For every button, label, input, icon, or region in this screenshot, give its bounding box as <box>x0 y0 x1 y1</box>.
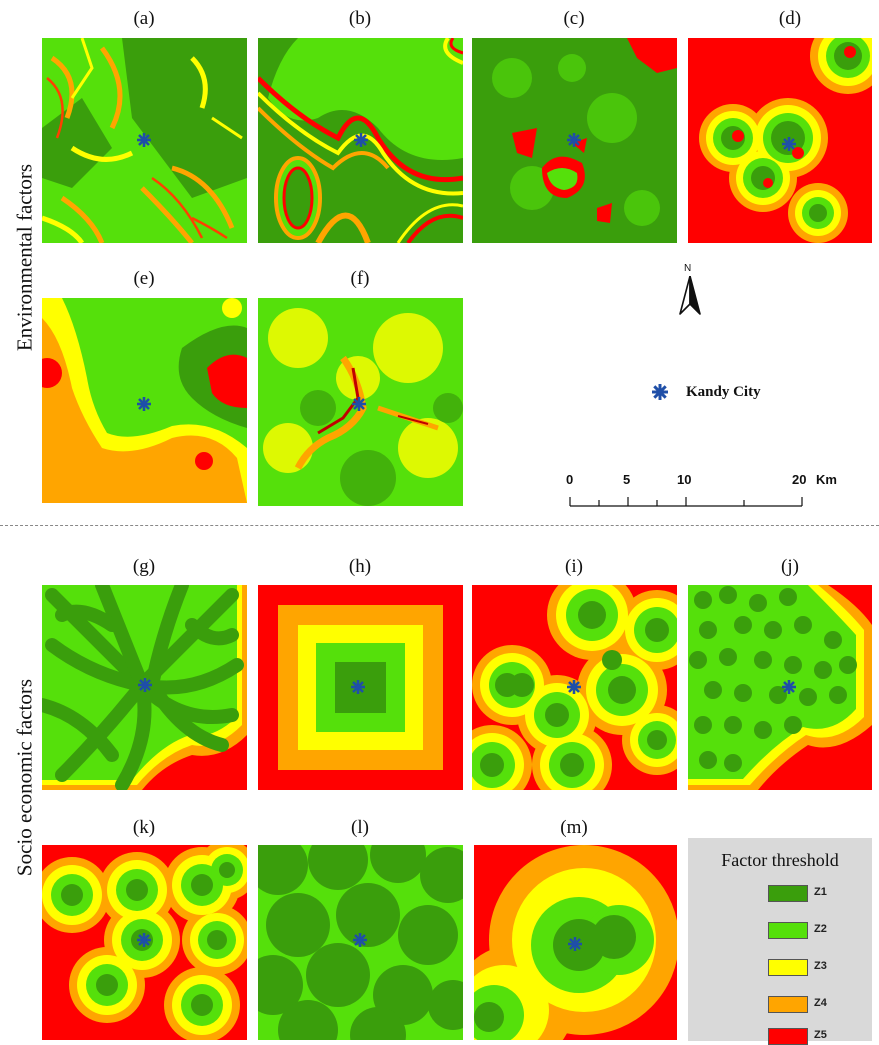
kandy-marker-c <box>567 133 581 152</box>
north-arrow-icon <box>678 276 702 321</box>
panel-label-d: (d) <box>760 8 820 30</box>
asterisk-icon <box>138 678 152 692</box>
panel-label-k: (k) <box>114 817 174 839</box>
socio-economic-factors-label: Socio economic factors <box>13 658 38 898</box>
asterisk-icon <box>137 133 151 147</box>
kandy-marker-h <box>351 680 365 699</box>
legend-swatch <box>768 959 808 976</box>
kandy-marker-e <box>137 397 151 416</box>
kandy-marker-l <box>353 933 367 952</box>
scale-bar <box>569 494 805 513</box>
panel-label-l: (l) <box>330 817 390 839</box>
asterisk-icon <box>352 397 366 411</box>
north-arrow-label: N <box>684 263 691 274</box>
asterisk-icon <box>782 137 796 151</box>
panel-label-c: (c) <box>544 8 604 30</box>
legend-label: Z4 <box>814 997 827 1009</box>
legend-swatch <box>768 1028 808 1045</box>
scale-tick-0: 0 <box>566 472 573 487</box>
asterisk-icon <box>567 680 581 694</box>
kandy-marker-i <box>567 680 581 699</box>
panel-label-m: (m) <box>544 817 604 839</box>
scale-unit: Km <box>816 472 837 487</box>
legend-label: Z3 <box>814 960 827 972</box>
map-panel-d <box>688 38 872 243</box>
asterisk-icon <box>354 133 368 147</box>
legend-label: Z1 <box>814 886 827 898</box>
panel-label-h: (h) <box>330 556 390 578</box>
legend-label: Z5 <box>814 1029 827 1041</box>
kandy-marker-d <box>782 137 796 156</box>
scale-tick-10: 10 <box>677 472 691 487</box>
kandy-marker-g <box>138 678 152 697</box>
asterisk-icon <box>137 933 151 947</box>
legend-swatch <box>768 996 808 1013</box>
kandy-city-label: Kandy City <box>686 384 761 401</box>
legend-label: Z2 <box>814 923 827 935</box>
asterisk-icon <box>567 133 581 147</box>
asterisk-icon <box>782 680 796 694</box>
map-panel-j <box>688 585 872 790</box>
scale-tick-20: 20 <box>792 472 806 487</box>
section-divider <box>0 525 879 526</box>
legend-swatch <box>768 885 808 902</box>
asterisk-icon <box>568 937 582 951</box>
kandy-marker-b <box>354 133 368 152</box>
panel-label-a: (a) <box>114 8 174 30</box>
kandy-marker-m <box>568 937 582 956</box>
asterisk-icon <box>353 933 367 947</box>
asterisk-icon <box>351 680 365 694</box>
panel-label-g: (g) <box>114 556 174 578</box>
environmental-factors-label: Environmental factors <box>13 158 38 358</box>
panel-label-e: (e) <box>114 268 174 290</box>
panel-label-f: (f) <box>330 268 390 290</box>
scale-tick-5: 5 <box>623 472 630 487</box>
panel-label-i: (i) <box>544 556 604 578</box>
legend-title: Factor threshold <box>688 850 872 871</box>
factor-threshold-legend: Factor threshold Z1 Z2 Z3 Z4 Z5 <box>688 838 872 1041</box>
kandy-marker-f <box>352 397 366 416</box>
kandy-marker-j <box>782 680 796 699</box>
kandy-key-marker <box>652 384 668 405</box>
kandy-marker-k <box>137 933 151 952</box>
kandy-marker-a <box>137 133 151 152</box>
asterisk-icon <box>652 384 668 400</box>
panel-label-b: (b) <box>330 8 390 30</box>
asterisk-icon <box>137 397 151 411</box>
panel-label-j: (j) <box>760 556 820 578</box>
legend-swatch <box>768 922 808 939</box>
